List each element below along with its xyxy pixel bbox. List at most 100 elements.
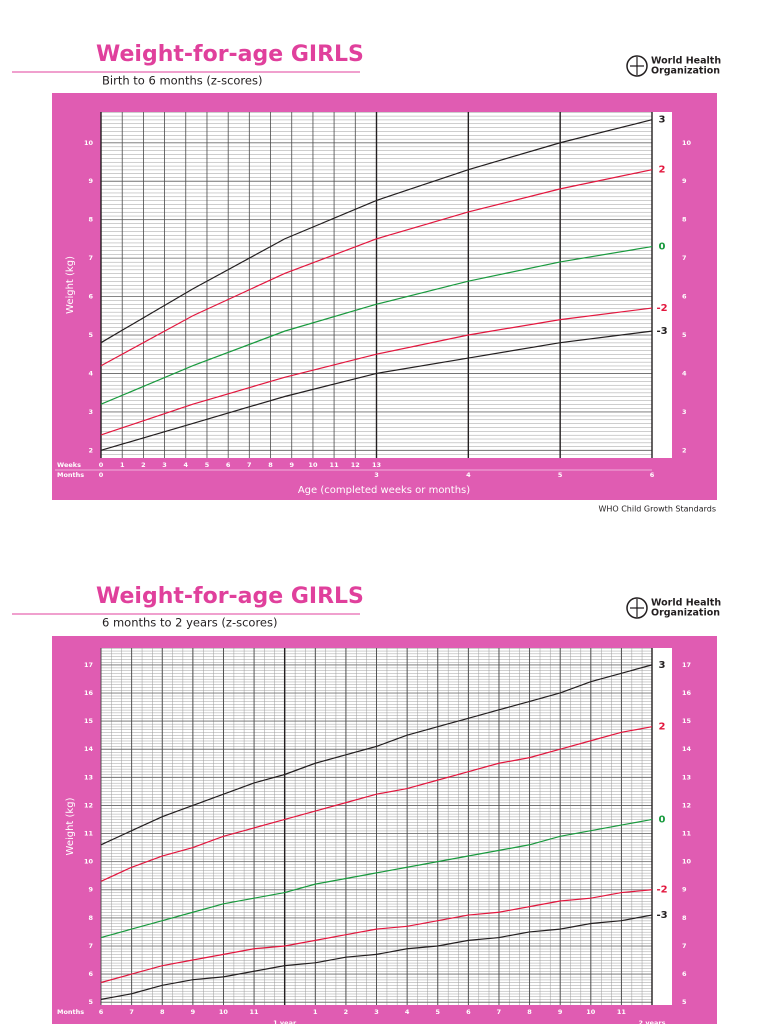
x-tick-label: 3 — [374, 471, 379, 479]
x-tick-label: 2 — [344, 1008, 349, 1016]
y-tick-label: 6 — [682, 970, 687, 978]
y-tick-label: 6 — [682, 293, 687, 301]
x2-tick-label: 10 — [308, 461, 318, 469]
x-axis-title: Age (completed weeks or months) — [298, 485, 470, 496]
x2-tick-label: 8 — [268, 461, 273, 469]
x-tick-label: 3 — [374, 1008, 379, 1016]
x2-tick-label: 0 — [99, 461, 104, 469]
y-tick-label: 2 — [682, 446, 687, 454]
chart-title: Weight-for-age GIRLS — [96, 584, 364, 609]
x-tick-label: 7 — [129, 1008, 134, 1016]
y-tick-label: 2 — [88, 446, 93, 454]
x-tick-label: 4 — [466, 471, 471, 479]
y-tick-label: 13 — [84, 773, 93, 781]
y-tick-label: 9 — [88, 177, 93, 185]
y-tick-label: 14 — [682, 745, 692, 753]
x2-tick-label: 2 — [141, 461, 146, 469]
y-tick-label: 5 — [682, 998, 687, 1006]
chart-subtitle: Birth to 6 months (z-scores) — [102, 74, 262, 88]
y-tick-label: 7 — [682, 254, 687, 262]
curve-label: -2 — [656, 303, 667, 314]
logo-emblem — [626, 55, 648, 77]
y-tick-label: 10 — [682, 139, 692, 147]
y-axis-title: Weight (kg) — [65, 256, 76, 314]
curve-label: -3 — [656, 326, 667, 337]
y-tick-label: 7 — [682, 942, 687, 950]
x2-tick-label: 9 — [289, 461, 294, 469]
x-axis-row-title: Months — [57, 471, 84, 479]
y-tick-label: 8 — [88, 216, 93, 224]
y-tick-label: 3 — [682, 408, 687, 416]
x-tick-label: 1 — [313, 1008, 318, 1016]
chart-title: Weight-for-age GIRLS — [96, 42, 364, 67]
x-tick-label: 9 — [558, 1008, 563, 1016]
y-tick-label: 10 — [84, 858, 94, 866]
organization-name: Organization — [651, 608, 720, 619]
x2-tick-label: 11 — [330, 461, 340, 469]
y-tick-label: 3 — [88, 408, 93, 416]
logo-emblem — [630, 57, 644, 75]
z-score-curve — [100, 664, 653, 846]
y-tick-label: 6 — [88, 970, 93, 978]
x-tick-label: 8 — [527, 1008, 532, 1016]
footer: WHO Child Growth Standards — [598, 505, 716, 514]
y-tick-label: 5 — [682, 331, 687, 339]
y-tick-label: 12 — [84, 801, 93, 809]
y-tick-label: 13 — [682, 773, 691, 781]
z-score-curve — [100, 330, 653, 451]
logo-emblem — [630, 599, 644, 617]
y-tick-label: 8 — [682, 216, 687, 224]
x2-axis-row-title: Weeks — [57, 461, 81, 469]
x2-tick-label: 3 — [162, 461, 167, 469]
x-tick-label: 11 — [250, 1008, 260, 1016]
y-tick-label: 16 — [84, 689, 94, 697]
curve-label: 2 — [659, 165, 666, 176]
x-tick-label: 11 — [617, 1008, 627, 1016]
curve-label: -3 — [656, 910, 667, 921]
y-tick-label: 12 — [682, 801, 691, 809]
y-tick-label: 17 — [84, 661, 93, 669]
x-tick-label: 9 — [191, 1008, 196, 1016]
logo-emblem — [626, 597, 648, 619]
y-tick-label: 9 — [682, 177, 687, 185]
organization-name: World Health — [651, 598, 721, 609]
x2-tick-label: 1 — [120, 461, 125, 469]
z-score-curve — [100, 889, 653, 984]
curve-label: 2 — [659, 722, 666, 733]
organization-name: Organization — [651, 66, 720, 77]
y-tick-label: 15 — [682, 717, 692, 725]
y-tick-label: 9 — [682, 886, 687, 894]
z-score-curve — [100, 119, 653, 344]
y-axis-title: Weight (kg) — [65, 797, 76, 855]
y-tick-label: 5 — [88, 331, 93, 339]
curve-label: 0 — [659, 814, 666, 825]
y-tick-label: 10 — [682, 858, 692, 866]
z-score-curve — [100, 914, 653, 1000]
x-tick-label: 10 — [219, 1008, 229, 1016]
x-tick-label: 4 — [405, 1008, 410, 1016]
y-tick-label: 14 — [84, 745, 94, 753]
z-score-curve — [100, 169, 653, 367]
x2-tick-label: 13 — [372, 461, 381, 469]
x-tick-label: 1 year — [273, 1019, 297, 1024]
z-score-curve — [100, 818, 653, 939]
x-tick-label: 10 — [586, 1008, 596, 1016]
y-tick-label: 8 — [88, 914, 93, 922]
x-tick-label: 6 — [650, 471, 655, 479]
x2-tick-label: 6 — [226, 461, 231, 469]
x-tick-label: 0 — [99, 471, 104, 479]
curve-label: 0 — [659, 242, 666, 253]
y-tick-label: 15 — [84, 717, 94, 725]
x2-tick-label: 4 — [183, 461, 188, 469]
z-score-curve — [100, 307, 653, 436]
curve-label: -2 — [656, 885, 667, 896]
x-tick-label: 5 — [558, 471, 563, 479]
x2-tick-label: 7 — [247, 461, 252, 469]
x-tick-label: 8 — [160, 1008, 165, 1016]
y-tick-label: 10 — [84, 139, 94, 147]
curve-label: 3 — [659, 660, 666, 671]
z-score-curve — [100, 245, 653, 405]
y-tick-label: 17 — [682, 661, 691, 669]
x-tick-label: 6 — [466, 1008, 471, 1016]
